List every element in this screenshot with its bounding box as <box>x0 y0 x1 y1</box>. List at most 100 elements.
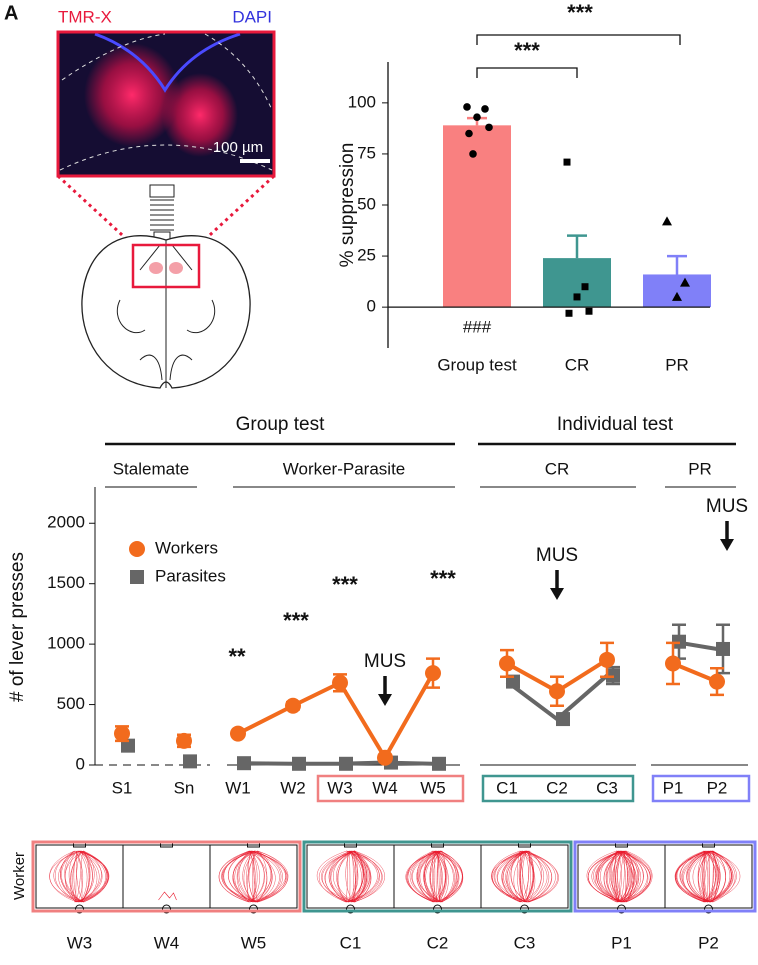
x-tick-label: W4 <box>372 778 398 797</box>
trajectory <box>623 850 653 903</box>
y-tick-label: 25 <box>357 246 376 265</box>
condition-frame <box>573 840 757 913</box>
x-tick-label: C2 <box>546 778 568 797</box>
trajectory <box>519 850 530 903</box>
trajectory <box>438 850 463 903</box>
row-label: Worker <box>11 852 28 900</box>
trajectory <box>350 850 358 903</box>
data-point <box>573 293 581 301</box>
annotation: *** <box>283 608 309 633</box>
subgroup-label: Stalemate <box>113 459 190 478</box>
trajectory <box>434 850 460 903</box>
trajectory <box>418 850 442 903</box>
data-point <box>230 725 246 742</box>
data-point <box>709 673 725 690</box>
y-tick-label: 50 <box>357 194 376 213</box>
trajectory <box>501 850 527 903</box>
trajectory <box>223 850 253 903</box>
trajectory <box>252 850 256 903</box>
x-tick-label: Sn <box>174 778 195 797</box>
trajectory <box>434 850 455 903</box>
bar <box>443 125 511 308</box>
data-point <box>481 105 489 113</box>
panel-label: W4 <box>154 933 180 952</box>
data-point <box>237 756 251 771</box>
trajectory <box>409 850 438 903</box>
trajectory <box>236 850 251 903</box>
trajectory <box>69 850 84 903</box>
data-point <box>499 655 515 672</box>
infusion-site <box>149 262 163 274</box>
trajectory <box>58 850 80 903</box>
trajectory <box>345 850 348 903</box>
trajectory <box>681 850 711 903</box>
data-point <box>581 283 589 291</box>
trajectory <box>522 850 548 903</box>
trajectory <box>74 850 108 903</box>
panel-label: W3 <box>67 933 93 952</box>
x-tick-label: W1 <box>225 778 251 797</box>
panel-label: C2 <box>427 933 449 952</box>
trajectory <box>77 850 109 903</box>
trajectory <box>605 850 622 903</box>
trajectory <box>423 850 442 903</box>
data-point <box>565 309 573 317</box>
trajectory <box>75 850 82 903</box>
trajectory <box>520 850 542 903</box>
bar <box>643 274 711 308</box>
trajectory <box>683 850 714 903</box>
trajectory <box>336 850 356 903</box>
panel-label: C1 <box>340 933 362 952</box>
trajectory <box>79 850 93 903</box>
trajectory <box>598 850 626 903</box>
drug-label: MUS <box>706 496 748 517</box>
panel-label: C3 <box>514 933 536 952</box>
trajectory <box>519 850 526 903</box>
x-tick-label: W2 <box>280 778 306 797</box>
scale-label: 100 µm <box>213 139 263 156</box>
group-label: Individual test <box>557 414 674 435</box>
trajectory <box>705 850 716 903</box>
condition-box <box>651 774 751 803</box>
y-tick-label: 500 <box>57 694 85 713</box>
trajectory <box>676 850 706 903</box>
data-point <box>292 756 306 771</box>
trajectory <box>686 850 711 903</box>
trajectory <box>54 850 79 903</box>
x-tick-label: P2 <box>707 778 728 797</box>
trajectory <box>617 850 642 903</box>
x-tick-label: CR <box>565 355 590 374</box>
series-line <box>237 760 434 766</box>
trajectory <box>619 850 625 903</box>
trajectory <box>325 850 355 903</box>
subgroup-label: Worker-Parasite <box>283 459 406 478</box>
panel-label: A <box>4 2 18 24</box>
trajectory <box>346 850 380 903</box>
stain-label: DAPI <box>232 7 272 26</box>
data-point <box>285 697 301 714</box>
trajectory <box>619 850 634 903</box>
trajectory <box>234 850 253 903</box>
trajectory <box>347 850 359 903</box>
panel-label: W5 <box>241 933 267 952</box>
x-tick-label: Group test <box>437 355 517 374</box>
trajectory <box>53 850 84 903</box>
trajectory <box>416 850 437 903</box>
brain-structure <box>116 240 216 388</box>
x-tick-label: S1 <box>112 778 133 797</box>
y-tick-label: 1000 <box>47 634 85 653</box>
arena-frame <box>577 844 753 909</box>
data-point <box>662 216 672 226</box>
legend-marker <box>129 541 145 557</box>
trajectory <box>232 850 259 903</box>
y-tick-label: 100 <box>348 92 376 111</box>
zoom-line <box>56 174 276 247</box>
stain-label: TMR-X <box>58 7 112 26</box>
annotation: *** <box>430 566 456 591</box>
data-point <box>176 732 192 749</box>
trajectory <box>61 850 84 903</box>
infusion-site <box>169 262 183 274</box>
data-point <box>469 150 477 158</box>
trajectory <box>437 850 459 903</box>
drug-label: MUS <box>536 545 578 566</box>
